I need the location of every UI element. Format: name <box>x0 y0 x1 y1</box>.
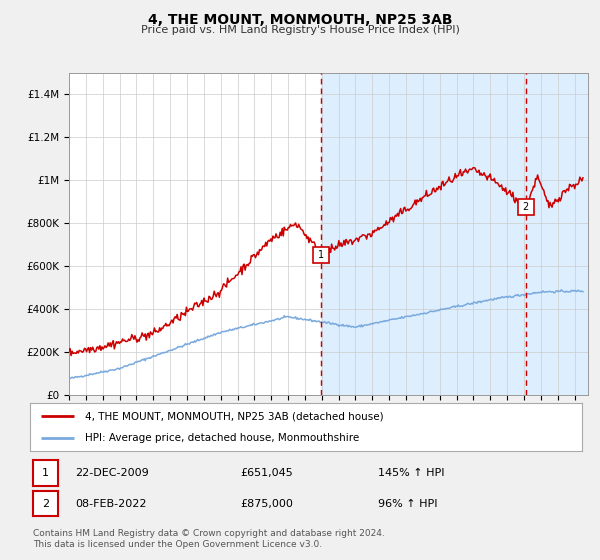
Text: 1: 1 <box>42 468 49 478</box>
Text: 4, THE MOUNT, MONMOUTH, NP25 3AB: 4, THE MOUNT, MONMOUTH, NP25 3AB <box>148 13 452 27</box>
Text: 96% ↑ HPI: 96% ↑ HPI <box>378 499 437 508</box>
Text: Price paid vs. HM Land Registry's House Price Index (HPI): Price paid vs. HM Land Registry's House … <box>140 25 460 35</box>
Text: Contains HM Land Registry data © Crown copyright and database right 2024.
This d: Contains HM Land Registry data © Crown c… <box>33 529 385 549</box>
Text: £875,000: £875,000 <box>240 499 293 508</box>
Text: 22-DEC-2009: 22-DEC-2009 <box>75 468 149 478</box>
Text: 1: 1 <box>318 250 325 260</box>
Text: £651,045: £651,045 <box>240 468 293 478</box>
Text: HPI: Average price, detached house, Monmouthshire: HPI: Average price, detached house, Monm… <box>85 433 359 443</box>
Text: 4, THE MOUNT, MONMOUTH, NP25 3AB (detached house): 4, THE MOUNT, MONMOUTH, NP25 3AB (detach… <box>85 411 384 421</box>
Text: 08-FEB-2022: 08-FEB-2022 <box>75 499 146 508</box>
Text: 145% ↑ HPI: 145% ↑ HPI <box>378 468 445 478</box>
Text: 2: 2 <box>42 499 49 508</box>
Text: 2: 2 <box>523 202 529 212</box>
Bar <box>321 73 588 395</box>
